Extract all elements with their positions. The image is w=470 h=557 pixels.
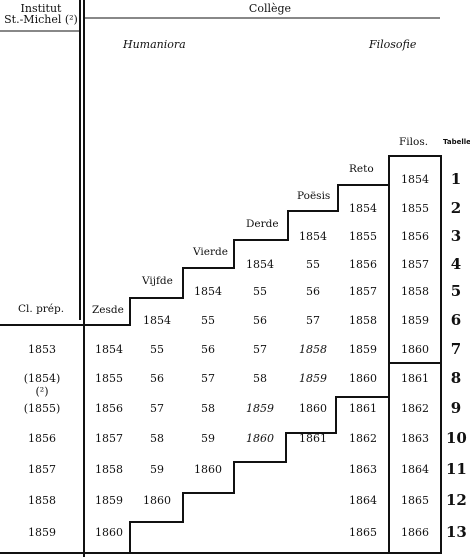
cell-vijfde-row-8: 56 <box>150 372 164 385</box>
tabel-number: 10 <box>446 429 467 447</box>
tabel-number: 13 <box>446 523 467 541</box>
cell-clprep-row-8: (1854) (²) <box>23 372 61 398</box>
cell-filos-row-9: 1862 <box>401 402 429 415</box>
cell-poesis-row-8: 1859 <box>299 372 327 385</box>
cell-derde-row-4: 1854 <box>246 258 274 271</box>
cell-vijfde-row-7: 55 <box>150 343 164 356</box>
cell-reto-row-8: 1860 <box>349 372 377 385</box>
cell-poesis-row-7: 1858 <box>299 343 327 356</box>
cell-reto-row-5: 1857 <box>349 285 377 298</box>
cell-vierde-row-8: 57 <box>201 372 215 385</box>
level-label-vierde: Vierde <box>193 246 228 258</box>
tabel-number: 4 <box>450 255 462 273</box>
cell-reto-row-13: 1865 <box>349 526 377 539</box>
cell-filos-row-13: 1866 <box>401 526 429 539</box>
cell-reto-row-2: 1854 <box>349 202 377 215</box>
cell-clprep-row-10: 1856 <box>28 432 56 445</box>
cell-reto-row-6: 1858 <box>349 314 377 327</box>
tabel-number: 2 <box>450 199 462 217</box>
cell-zesde-row-12: 1859 <box>95 494 123 507</box>
cell-poesis-row-6: 57 <box>306 314 320 327</box>
level-label-clprep: Cl. prép. <box>18 303 65 315</box>
cell-vierde-row-7: 56 <box>201 343 215 356</box>
tabel-number: 5 <box>450 282 462 300</box>
cell-poesis-row-5: 56 <box>306 285 320 298</box>
cell-zesde-row-7: 1854 <box>95 343 123 356</box>
cell-poesis-row-9: 1860 <box>299 402 327 415</box>
cell-vijfde-row-9: 57 <box>150 402 164 415</box>
tabel-number: 11 <box>446 460 467 478</box>
cell-reto-row-4: 1856 <box>349 258 377 271</box>
tabel-number: 12 <box>446 491 467 509</box>
cell-vijfde-row-10: 58 <box>150 432 164 445</box>
cell-filos-row-2: 1855 <box>401 202 429 215</box>
cell-derde-row-9: 1859 <box>246 402 274 415</box>
header-college: Collège <box>248 2 292 15</box>
cell-clprep-row-11: 1857 <box>28 463 56 476</box>
cell-vijfde-row-11: 59 <box>150 463 164 476</box>
cell-filos-row-10: 1863 <box>401 432 429 445</box>
cell-reto-row-3: 1855 <box>349 230 377 243</box>
cell-zesde-row-9: 1856 <box>95 402 123 415</box>
cell-zesde-row-10: 1857 <box>95 432 123 445</box>
cell-filos-row-11: 1864 <box>401 463 429 476</box>
cell-reto-row-10: 1862 <box>349 432 377 445</box>
tabel-number: 9 <box>450 399 462 417</box>
tabel-number: 3 <box>450 227 462 245</box>
header-filosofie: Filosofie <box>369 38 417 51</box>
cell-filos-row-7: 1860 <box>401 343 429 356</box>
cell-derde-row-10: 1860 <box>246 432 274 445</box>
cell-vijfde-row-6: 1854 <box>143 314 171 327</box>
cell-filos-row-1: 1854 <box>401 173 429 186</box>
cell-poesis-row-4: 55 <box>306 258 320 271</box>
level-label-filos: Filos. <box>399 136 429 148</box>
cell-clprep-row-7: 1853 <box>28 343 56 356</box>
cell-clprep-row-13: 1859 <box>28 526 56 539</box>
tabel-number: 6 <box>450 311 462 329</box>
header-humaniora: Humaniora <box>123 38 186 51</box>
cell-vierde-row-6: 55 <box>201 314 215 327</box>
level-label-zesde: Zesde <box>92 304 124 316</box>
cell-derde-row-7: 57 <box>253 343 267 356</box>
cell-poesis-row-3: 1854 <box>299 230 327 243</box>
cell-derde-row-5: 55 <box>253 285 267 298</box>
cell-zesde-row-13: 1860 <box>95 526 123 539</box>
cell-clprep-row-12: 1858 <box>28 494 56 507</box>
header-tabellen: Tabellen <box>443 138 470 146</box>
cell-filos-row-3: 1856 <box>401 230 429 243</box>
cell-reto-row-11: 1863 <box>349 463 377 476</box>
cell-zesde-row-11: 1858 <box>95 463 123 476</box>
header-institut-st-michel: St.-Michel (²) <box>4 13 78 26</box>
cell-filos-row-8: 1861 <box>401 372 429 385</box>
tabel-number: 1 <box>450 170 462 188</box>
cell-vierde-row-5: 1854 <box>194 285 222 298</box>
cell-reto-row-12: 1864 <box>349 494 377 507</box>
cell-filos-row-4: 1857 <box>401 258 429 271</box>
cell-clprep-row-9: (1855) <box>23 402 61 415</box>
cell-vijfde-row-12: 1860 <box>143 494 171 507</box>
cell-vierde-row-10: 59 <box>201 432 215 445</box>
cell-zesde-row-8: 1855 <box>95 372 123 385</box>
header-institut: Institut <box>20 2 62 15</box>
cell-reto-row-7: 1859 <box>349 343 377 356</box>
tabel-number: 7 <box>450 340 462 358</box>
level-label-poesis: Poësis <box>297 190 331 202</box>
cell-filos-row-5: 1858 <box>401 285 429 298</box>
cell-vierde-row-11: 1860 <box>194 463 222 476</box>
cell-reto-row-9: 1861 <box>349 402 377 415</box>
cell-vierde-row-9: 58 <box>201 402 215 415</box>
cell-derde-row-6: 56 <box>253 314 267 327</box>
tabel-number: 8 <box>450 369 462 387</box>
level-label-vijfde: Vijfde <box>142 275 173 287</box>
cell-filos-row-12: 1865 <box>401 494 429 507</box>
level-label-reto: Reto <box>349 163 374 175</box>
cell-derde-row-8: 58 <box>253 372 267 385</box>
level-label-derde: Derde <box>246 218 279 230</box>
cell-poesis-row-10: 1861 <box>299 432 327 445</box>
cell-filos-row-6: 1859 <box>401 314 429 327</box>
